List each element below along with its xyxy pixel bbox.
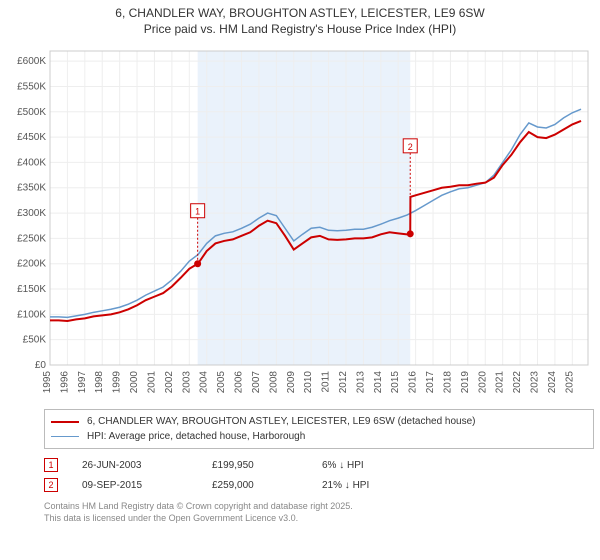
x-tick-label: 1999 [112, 371, 123, 394]
footer-attribution: Contains HM Land Registry data © Crown c… [44, 501, 594, 524]
footer-line2: This data is licensed under the Open Gov… [44, 513, 594, 525]
x-tick-label: 2024 [547, 371, 558, 394]
x-tick-label: 1996 [59, 371, 70, 394]
x-tick-label: 2013 [355, 371, 366, 394]
marker-table-price: £199,950 [212, 460, 322, 471]
marker-table-price: £259,000 [212, 480, 322, 491]
marker-table-date: 26-JUN-2003 [82, 460, 212, 471]
y-tick-label: £400K [17, 158, 46, 169]
marker-table-diff: 6% ↓ HPI [322, 460, 432, 471]
x-tick-label: 2014 [373, 371, 384, 394]
legend: 6, CHANDLER WAY, BROUGHTON ASTLEY, LEICE… [44, 409, 594, 449]
legend-swatch [51, 436, 79, 437]
x-tick-label: 2003 [181, 371, 192, 394]
y-tick-label: £600K [17, 56, 46, 67]
x-tick-label: 2023 [530, 371, 541, 394]
legend-label: 6, CHANDLER WAY, BROUGHTON ASTLEY, LEICE… [87, 414, 475, 429]
y-tick-label: £250K [17, 234, 46, 245]
x-tick-label: 2001 [146, 371, 157, 394]
x-tick-label: 2011 [321, 371, 332, 393]
x-tick-label: 2016 [408, 371, 419, 394]
x-tick-label: 1997 [77, 371, 88, 394]
y-tick-label: £200K [17, 259, 46, 270]
x-tick-label: 1998 [94, 371, 105, 394]
legend-row: HPI: Average price, detached house, Harb… [51, 429, 587, 444]
x-tick-label: 2017 [425, 371, 436, 394]
x-tick-label: 2019 [460, 371, 471, 394]
y-tick-label: £100K [17, 310, 46, 321]
line-chart-svg: £0 £50K £100K £150K £200K £250K £300K £350K £400… [6, 45, 594, 405]
x-tick-label: 2008 [268, 371, 279, 394]
marker-table-date: 09-SEP-2015 [82, 480, 212, 491]
y-tick-label: £0 [35, 360, 47, 371]
x-tick-label: 2018 [442, 371, 453, 394]
title-subtitle: Price paid vs. HM Land Registry's House … [0, 22, 600, 38]
marker-dot [407, 231, 414, 238]
x-tick-label: 2022 [512, 371, 523, 394]
legend-label: HPI: Average price, detached house, Harb… [87, 429, 305, 444]
x-tick-label: 2009 [286, 371, 297, 394]
chart-title: 6, CHANDLER WAY, BROUGHTON ASTLEY, LEICE… [0, 0, 600, 37]
legend-swatch [51, 421, 79, 423]
x-tick-label: 2015 [390, 371, 401, 394]
x-tick-label: 2010 [303, 371, 314, 394]
y-tick-label: £350K [17, 183, 46, 194]
y-tick-label: £550K [17, 82, 46, 93]
chart-area: £0 £50K £100K £150K £200K £250K £300K £350K £400… [6, 45, 594, 405]
footer-line1: Contains HM Land Registry data © Crown c… [44, 501, 594, 513]
marker-number: 1 [195, 207, 200, 217]
y-tick-label: £450K [17, 132, 46, 143]
x-tick-label: 2004 [199, 371, 210, 394]
marker-table-diff: 21% ↓ HPI [322, 480, 432, 491]
x-tick-label: 1995 [42, 371, 53, 394]
x-tick-label: 2021 [495, 371, 506, 394]
x-tick-label: 2002 [164, 371, 175, 394]
y-tick-label: £300K [17, 208, 46, 219]
x-tick-label: 2020 [477, 371, 488, 394]
legend-row: 6, CHANDLER WAY, BROUGHTON ASTLEY, LEICE… [51, 414, 587, 429]
marker-dot [194, 260, 201, 267]
title-address: 6, CHANDLER WAY, BROUGHTON ASTLEY, LEICE… [0, 6, 600, 22]
x-tick-label: 2005 [216, 371, 227, 394]
marker-table-row: 2 09-SEP-2015£259,00021% ↓ HPI [44, 475, 594, 495]
marker-number: 2 [408, 142, 413, 152]
x-tick-label: 2025 [564, 371, 575, 394]
y-tick-label: £150K [17, 284, 46, 295]
marker-table-num: 2 [44, 478, 58, 492]
shaded-band [198, 51, 411, 365]
marker-table-row: 1 26-JUN-2003£199,9506% ↓ HPI [44, 455, 594, 475]
x-tick-label: 2006 [234, 371, 245, 394]
y-tick-label: £500K [17, 107, 46, 118]
x-tick-label: 2012 [338, 371, 349, 394]
x-tick-label: 2000 [129, 371, 140, 394]
marker-table: 1 26-JUN-2003£199,9506% ↓ HPI 2 09-SEP-2015… [44, 455, 594, 495]
marker-table-num: 1 [44, 458, 58, 472]
x-tick-label: 2007 [251, 371, 262, 394]
y-tick-label: £50K [23, 335, 47, 346]
